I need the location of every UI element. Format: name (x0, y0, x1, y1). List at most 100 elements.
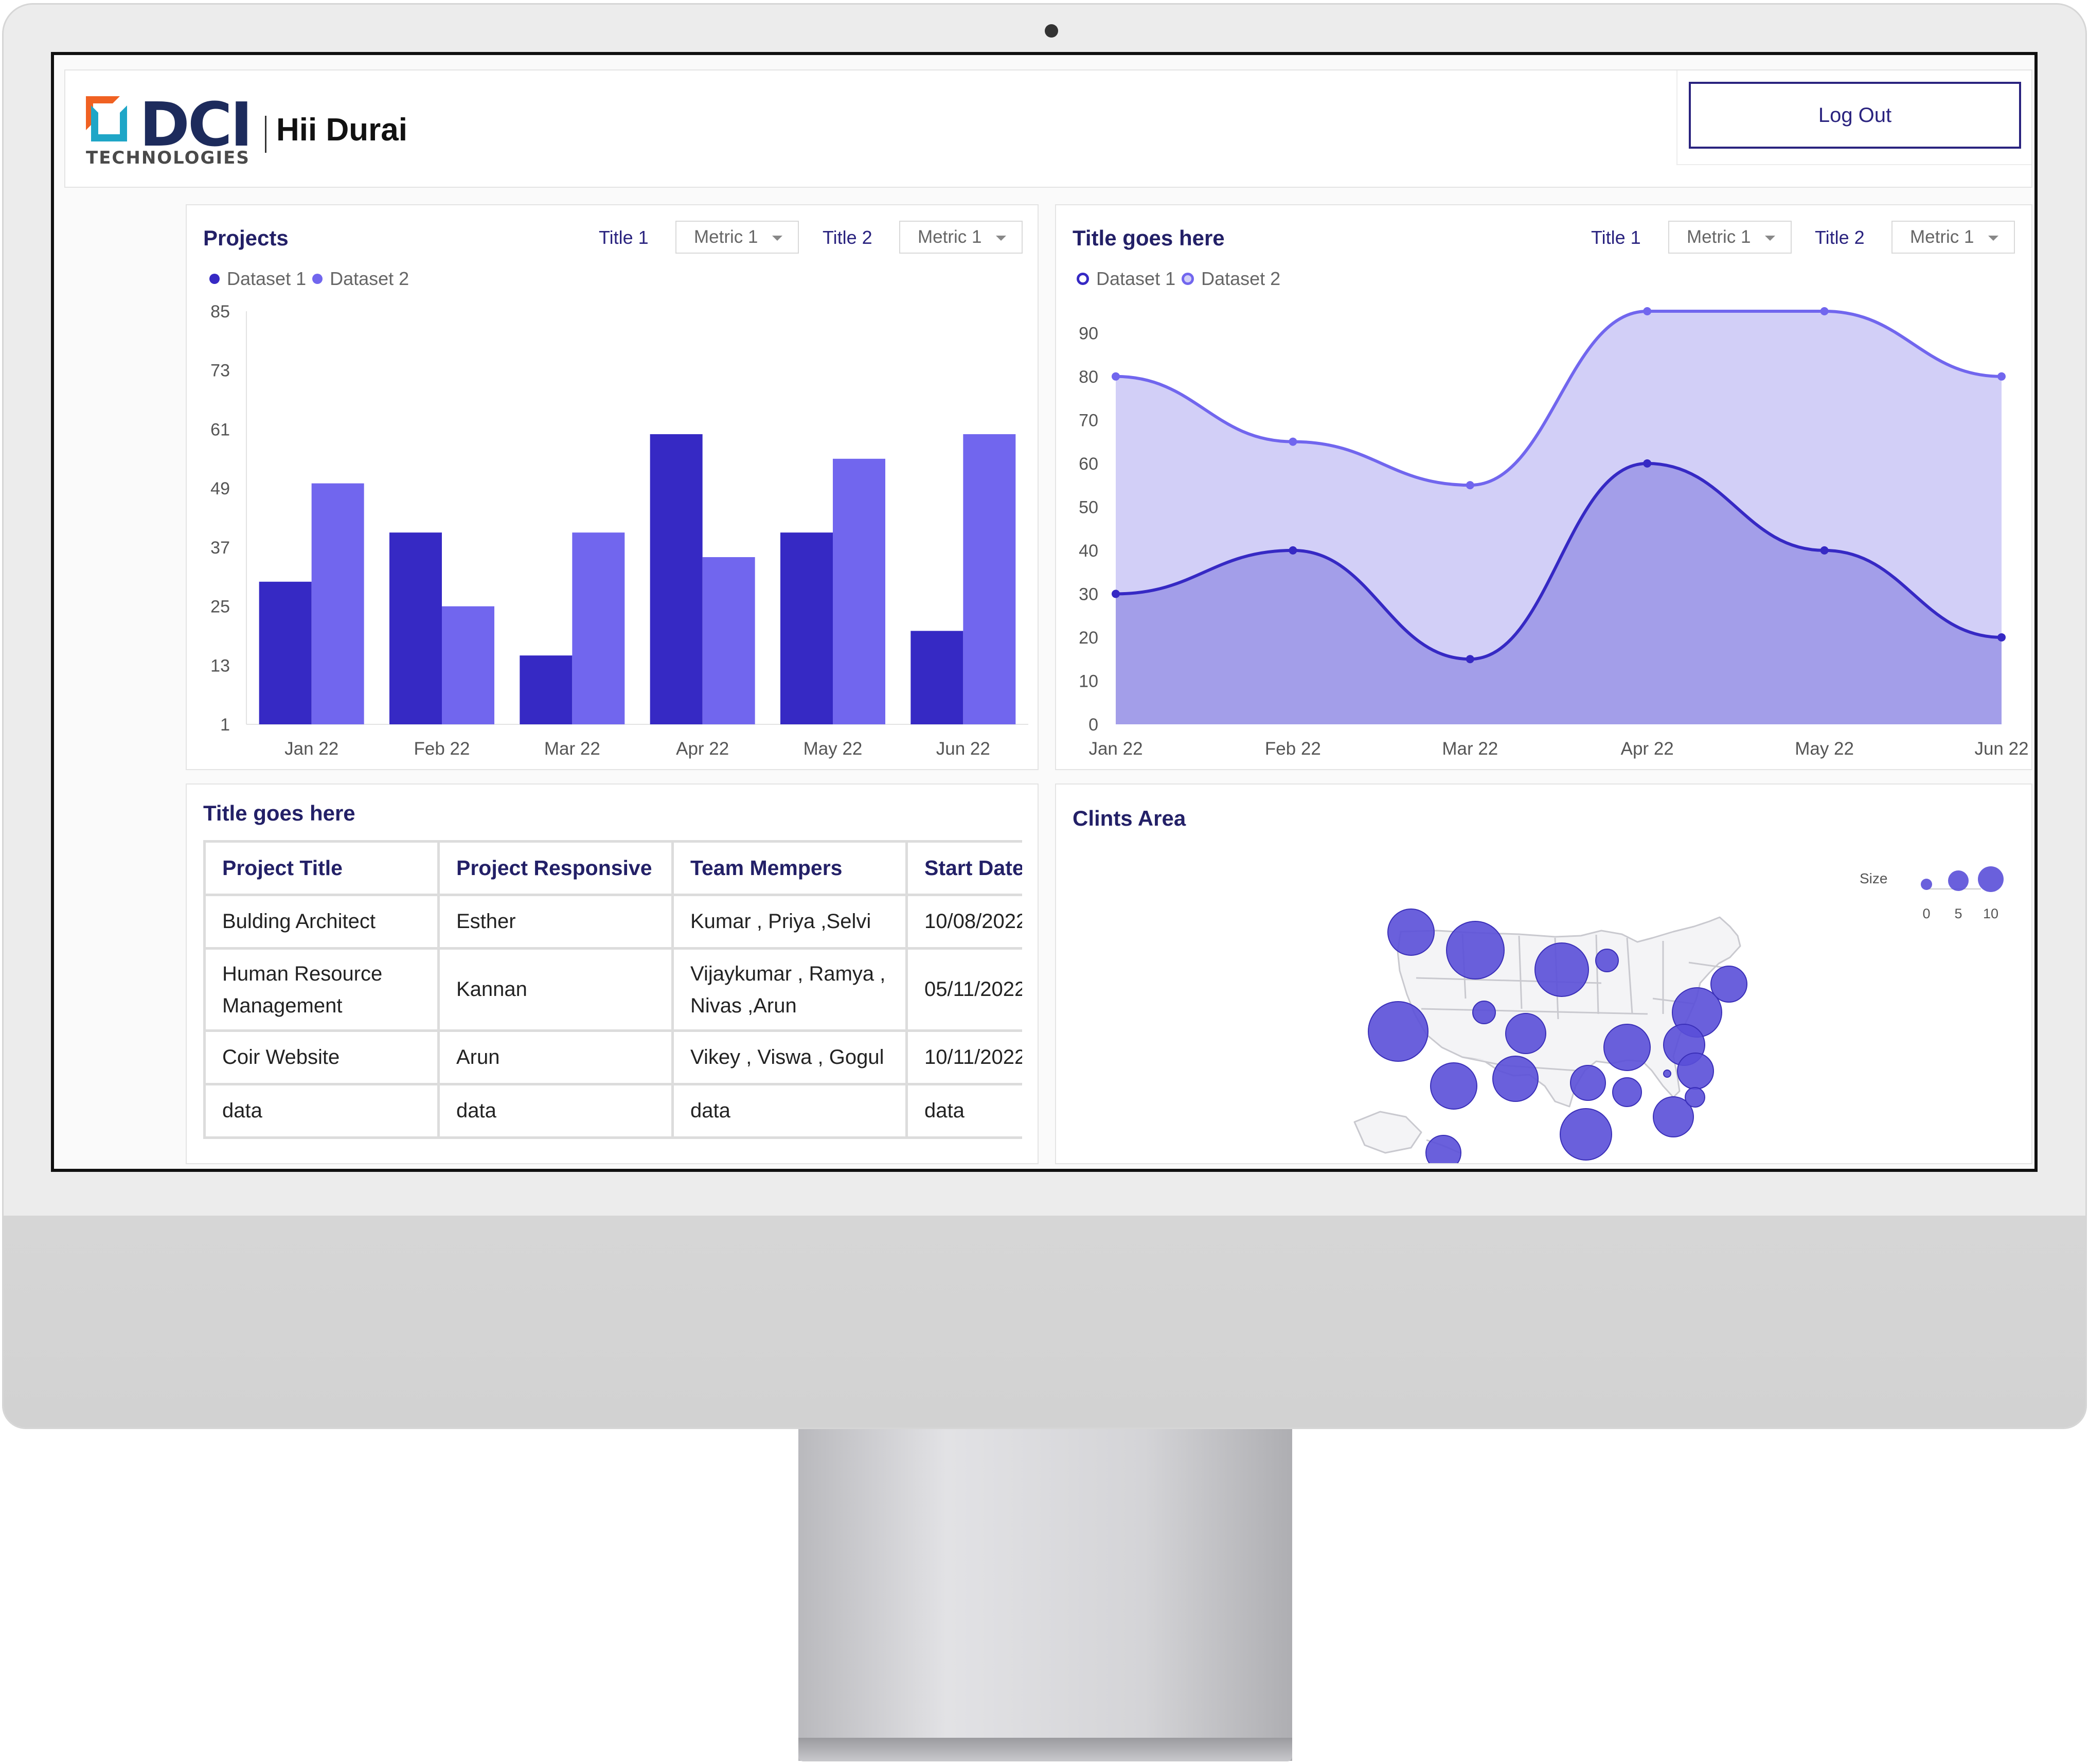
projects-chart-card: Projects Title 1 Metric 1 Title 2 Metric… (186, 204, 1039, 770)
client-bubble[interactable] (1505, 1013, 1546, 1054)
point-dataset-1 (1997, 633, 2006, 642)
column-header[interactable]: Project Title (203, 840, 440, 896)
client-bubble[interactable] (1534, 942, 1589, 997)
bar-dataset-2 (702, 557, 755, 724)
legend-dot-icon (209, 274, 220, 284)
client-bubble[interactable] (1710, 966, 1747, 1003)
table-row[interactable]: Coir Website Arun Vikey , Viswa , Gogul … (203, 1029, 1022, 1085)
legend-label: Dataset 1 (1096, 268, 1176, 289)
y-tick-label: 49 (210, 479, 230, 498)
client-bubble[interactable] (1612, 1077, 1642, 1107)
client-bubble[interactable] (1685, 1087, 1705, 1108)
bar-dataset-2 (442, 606, 494, 724)
table-cell: Esther (437, 894, 674, 950)
column-header[interactable]: Start Date (905, 840, 1022, 896)
y-tick-label: 30 (1079, 584, 1098, 604)
select-value: Metric 1 (1910, 227, 1974, 247)
area-line-chart: 0 10 20 30 40 50 60 70 80 90 Jan 22 Feb 22 Mar 22 Apr… (1079, 307, 2029, 759)
y-tick-label: 20 (1079, 628, 1098, 648)
column-header[interactable]: Project Responsive (437, 840, 674, 896)
y-tick-label: 1 (220, 715, 230, 735)
table-scroll-area[interactable]: Project Title Project Responsive Team Me… (203, 840, 1022, 1146)
size-legend-tick: 10 (1983, 906, 1998, 921)
point-dataset-2 (1643, 307, 1652, 315)
select-value: Metric 1 (1687, 227, 1751, 247)
table-cell: data (203, 1083, 440, 1139)
projects-table: Project Title Project Responsive Team Me… (203, 840, 1022, 1139)
logout-container: Log Out (1676, 70, 2031, 165)
y-tick-label: 10 (1079, 671, 1098, 691)
client-bubble[interactable] (1368, 1001, 1429, 1062)
metric-select-2[interactable]: Metric 1 (899, 221, 1023, 254)
client-bubble[interactable] (1472, 1001, 1496, 1024)
metric-select-2[interactable]: Metric 1 (1891, 221, 2015, 254)
point-dataset-1 (1820, 546, 1829, 555)
x-tick-label: Apr 22 (1621, 739, 1674, 759)
logo-mark-icon (86, 96, 131, 141)
bar-dataset-2 (833, 458, 885, 724)
x-tick-label: Mar 22 (1442, 739, 1498, 759)
y-tick-label: 40 (1079, 541, 1098, 561)
logout-button[interactable]: Log Out (1689, 82, 2021, 149)
metric-select-1[interactable]: Metric 1 (675, 221, 799, 254)
client-bubble[interactable] (1570, 1065, 1606, 1101)
client-bubble[interactable] (1387, 908, 1435, 956)
client-bubble[interactable] (1595, 949, 1619, 972)
chart-legend: Dataset 1 Dataset 2 (1077, 268, 1287, 290)
legend-item-dataset-2[interactable]: Dataset 2 (1182, 268, 1280, 290)
company-logo: DCI TECHNOLOGIES (86, 89, 253, 168)
table-cell: 10/08/2022 (905, 894, 1022, 950)
y-tick-label: 85 (210, 302, 230, 322)
legend-label: Dataset 2 (1201, 268, 1281, 289)
size-legend-circle-medium (1948, 870, 1969, 891)
bar-dataset-1 (389, 532, 442, 724)
x-tick-label: Mar 22 (544, 739, 600, 759)
size-legend-label: Size (1860, 870, 1887, 886)
monitor-chin (4, 1216, 2085, 1428)
client-bubble[interactable] (1653, 1096, 1694, 1137)
monitor-stand-base (798, 1738, 1292, 1761)
x-tick-label: Feb 22 (414, 739, 470, 759)
metric-select-1[interactable]: Metric 1 (1668, 221, 1792, 254)
table-row[interactable]: Human Resource Management Kannan Vijayku… (203, 947, 1022, 1032)
legend-ring-icon (1182, 273, 1194, 285)
client-bubble[interactable] (1677, 1053, 1714, 1090)
x-tick-label: May 22 (804, 739, 863, 759)
size-legend-circle-small (1921, 879, 1932, 890)
client-bubble[interactable] (1560, 1108, 1612, 1161)
legend-item-dataset-2[interactable]: Dataset 2 (312, 268, 409, 290)
client-bubble[interactable] (1425, 1135, 1461, 1163)
chevron-down-icon (996, 236, 1006, 241)
select-value: Metric 1 (918, 227, 982, 247)
clients-map-card: Clints Area Size 0 5 10 (1055, 783, 2032, 1164)
point-dataset-1 (1466, 655, 1474, 664)
client-bubbles (1368, 908, 1747, 1163)
table-row[interactable]: Bulding Architect Esther Kumar , Priya ,… (203, 894, 1022, 950)
x-tick-label: Jun 22 (1974, 739, 2028, 759)
us-bubble-map[interactable] (1334, 844, 1848, 1163)
bar-dataset-1 (650, 434, 703, 724)
client-bubble[interactable] (1663, 1070, 1671, 1078)
legend-item-dataset-1[interactable]: Dataset 1 (209, 268, 306, 290)
client-bubble[interactable] (1430, 1062, 1477, 1110)
chevron-down-icon (1765, 236, 1775, 241)
client-bubble[interactable] (1492, 1056, 1539, 1102)
legend-item-dataset-1[interactable]: Dataset 1 (1077, 268, 1175, 290)
table-cell: Bulding Architect (203, 894, 440, 950)
legend-label: Dataset 2 (330, 268, 409, 289)
filter-title-1: Title 1 (1591, 227, 1641, 248)
y-tick-label: 13 (210, 656, 230, 675)
filter-title-1: Title 1 (599, 227, 649, 248)
area-chart-card: Title goes here Title 1 Metric 1 Title 2… (1055, 204, 2032, 770)
logo-subtext: TECHNOLOGIES (86, 148, 250, 168)
table-header-row: Project Title Project Responsive Team Me… (203, 840, 1022, 896)
table-row[interactable]: data data data data (203, 1083, 1022, 1139)
client-bubble[interactable] (1446, 921, 1505, 979)
x-tick-label: Apr 22 (676, 739, 729, 759)
legend-dot-icon (312, 274, 323, 284)
chart-legend: Dataset 1 Dataset 2 (209, 268, 415, 290)
client-bubble[interactable] (1603, 1024, 1651, 1071)
bar-dataset-1 (780, 532, 833, 724)
column-header[interactable]: Team Mempers (671, 840, 908, 896)
point-dataset-2 (1820, 307, 1829, 315)
